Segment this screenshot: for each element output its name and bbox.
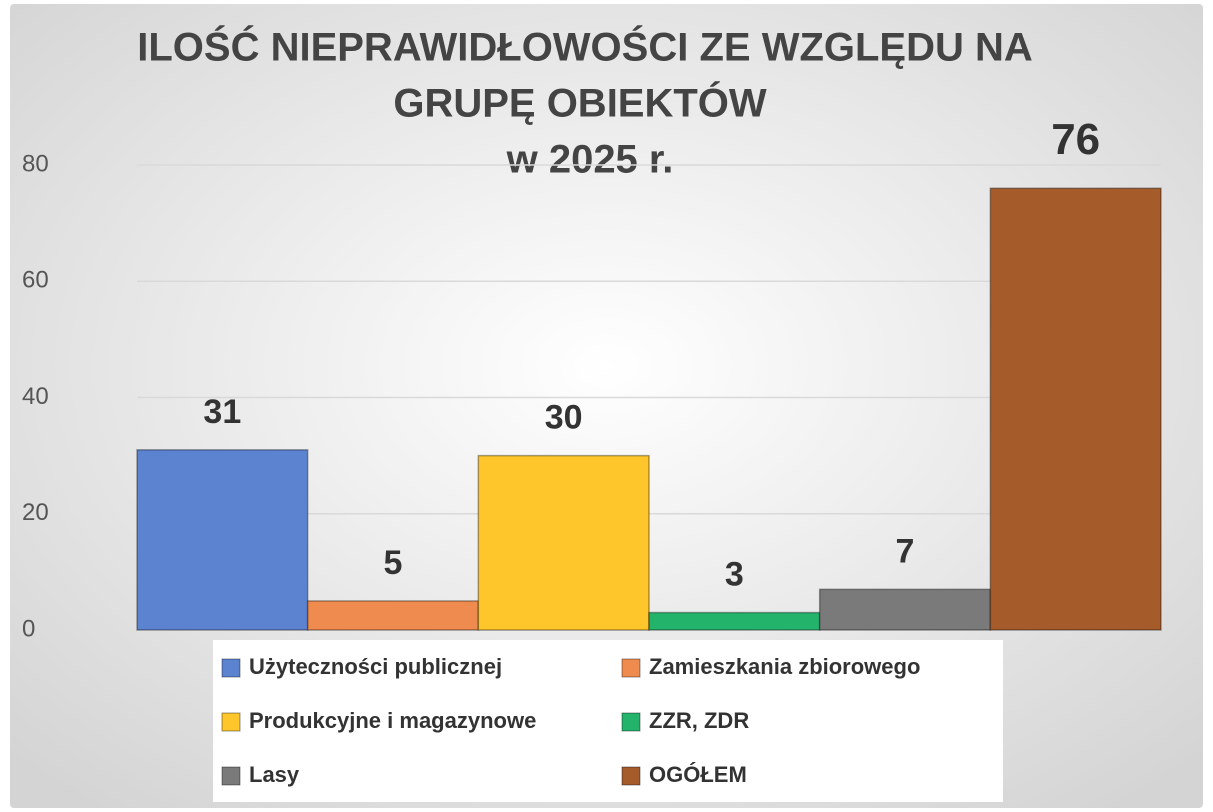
legend-swatch [621,658,641,678]
y-tick-label: 20 [22,499,49,526]
y-tick-label: 0 [22,615,35,642]
data-label: 76 [1051,115,1100,164]
legend-label: Zamieszkania zbiorowego [649,654,920,679]
legend-label: Produkcyjne i magazynowe [249,708,536,733]
y-tick-label: 40 [22,383,49,410]
legend-label: Lasy [249,762,300,787]
chart-title: GRUPĘ OBIEKTÓW [393,80,767,126]
bar [306,600,480,631]
legend-swatch [221,712,241,732]
legend [213,640,1003,802]
legend-label: OGÓŁEM [649,762,747,787]
legend-swatch [621,766,641,786]
data-label: 30 [545,399,583,437]
chart-title: ILOŚĆ NIEPRAWIDŁOWOŚCI ZE WZGLĘDU NA [137,24,1033,70]
data-label: 7 [896,532,915,570]
bar [136,449,309,631]
chart-subtitle: w 2025 r. [506,138,674,182]
data-label: 3 [725,556,744,594]
legend-swatch [221,658,241,678]
data-label: 5 [384,544,403,582]
y-tick-label: 60 [22,267,49,294]
legend-label: Użyteczności publicznej [249,654,502,679]
bar [818,588,992,631]
legend-swatch [621,712,641,732]
y-tick-label: 80 [22,150,49,177]
legend-swatch [221,766,241,786]
legend-label: ZZR, ZDR [649,708,749,733]
bar [989,187,1162,631]
bar [477,454,650,631]
bar [648,611,821,631]
data-label: 31 [203,393,241,431]
